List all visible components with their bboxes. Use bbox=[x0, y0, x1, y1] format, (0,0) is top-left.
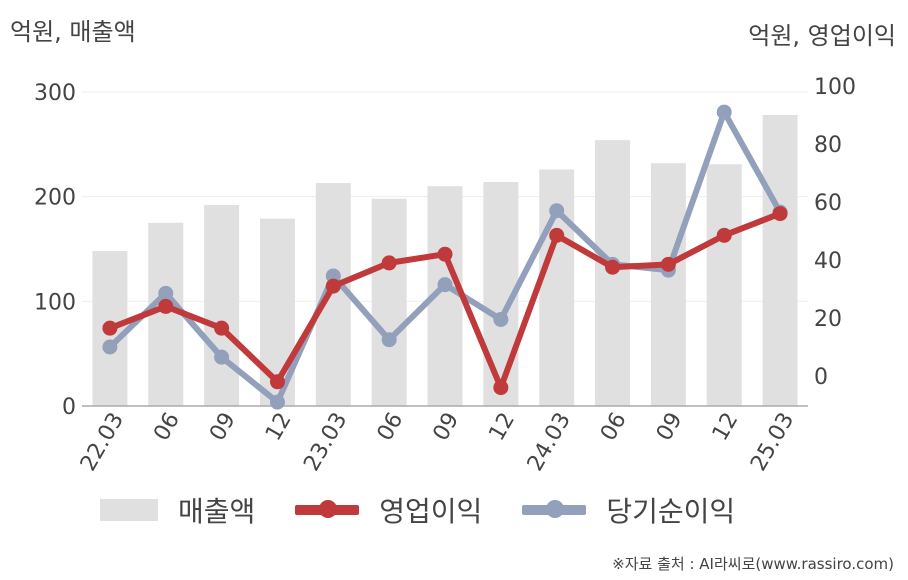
left-tick-label: 200 bbox=[34, 186, 76, 211]
operating-profit-point bbox=[772, 206, 788, 222]
operating-profit-point bbox=[325, 278, 341, 294]
sales-bar bbox=[650, 163, 686, 406]
legend-swatch-net bbox=[522, 500, 587, 518]
net-income-point bbox=[158, 285, 174, 301]
sales-bar bbox=[762, 115, 798, 406]
net-income-point bbox=[269, 394, 285, 410]
operating-profit-point bbox=[716, 227, 732, 243]
net-income-point bbox=[437, 277, 453, 293]
x-tick-label: 12 bbox=[261, 409, 297, 446]
net-income-point bbox=[381, 332, 397, 348]
sales-bar bbox=[706, 164, 742, 406]
sales-bar bbox=[204, 205, 240, 406]
legend-label-op: 영업이익 bbox=[379, 495, 483, 528]
legend-item-net: 당기순이익 bbox=[522, 490, 735, 530]
net-income-point bbox=[214, 349, 230, 365]
sales-bar bbox=[371, 198, 407, 406]
operating-profit-point bbox=[660, 256, 676, 272]
x-tick-label: 22.03 bbox=[76, 409, 129, 476]
x-tick-label: 12 bbox=[708, 409, 744, 446]
right-tick-label: 0 bbox=[814, 365, 828, 390]
right-tick-label: 40 bbox=[814, 249, 842, 274]
sales-bar bbox=[315, 183, 351, 406]
legend-swatch-sales bbox=[100, 499, 158, 521]
legend-label-net: 당기순이익 bbox=[606, 495, 736, 528]
left-tick-label: 100 bbox=[34, 290, 76, 315]
net-income-point bbox=[549, 203, 565, 219]
operating-profit-point bbox=[102, 320, 118, 336]
right-tick-label: 80 bbox=[814, 133, 842, 158]
legend-marker-op bbox=[319, 500, 338, 518]
sales-bars bbox=[92, 115, 798, 406]
left-tick-label: 0 bbox=[62, 395, 76, 420]
legend-item-sales: 매출액 bbox=[100, 490, 255, 530]
x-tick-label: 09 bbox=[652, 409, 688, 446]
profit-lines bbox=[102, 104, 788, 410]
net-income-point bbox=[102, 339, 118, 355]
operating-profit-point bbox=[158, 298, 174, 314]
sales-bar bbox=[148, 222, 184, 406]
right-axis-unit: 억원, 영업이익 bbox=[748, 22, 896, 50]
net-income-point bbox=[716, 104, 732, 120]
x-tick-label: 23.03 bbox=[299, 409, 352, 476]
legend-marker-net bbox=[546, 500, 565, 518]
x-tick-label: 06 bbox=[373, 409, 409, 446]
operating-profit-point bbox=[549, 227, 565, 243]
x-tick-label: 09 bbox=[429, 409, 465, 446]
legend: 매출액 영업이익 당기순이익 bbox=[100, 490, 775, 530]
right-tick-label: 100 bbox=[814, 75, 856, 100]
x-tick-label: 12 bbox=[484, 409, 520, 446]
operating-profit-point bbox=[214, 320, 230, 336]
legend-item-op: 영업이익 bbox=[295, 490, 482, 530]
legend-label-sales: 매출액 bbox=[178, 495, 256, 528]
operating-profit-point bbox=[381, 255, 397, 271]
left-axis-unit: 억원, 매출액 bbox=[10, 18, 136, 46]
right-tick-label: 60 bbox=[814, 191, 842, 216]
operating-profit-point bbox=[269, 374, 285, 390]
x-tick-label: 09 bbox=[205, 409, 241, 446]
operating-profit-point bbox=[605, 259, 621, 275]
left-tick-label: 300 bbox=[34, 81, 76, 106]
legend-swatch-op bbox=[295, 500, 360, 518]
source-note: ※자료 출처 : AI라씨로(www.rassiro.com) bbox=[612, 555, 894, 573]
x-tick-label: 06 bbox=[149, 409, 185, 446]
right-tick-label: 20 bbox=[814, 307, 842, 332]
net-income-point bbox=[493, 311, 509, 327]
x-tick-label: 06 bbox=[596, 409, 632, 446]
operating-profit-point bbox=[437, 246, 453, 262]
x-tick-label: 24.03 bbox=[523, 409, 576, 476]
x-tick-label: 25.03 bbox=[746, 409, 799, 476]
operating-profit-point bbox=[493, 380, 509, 396]
